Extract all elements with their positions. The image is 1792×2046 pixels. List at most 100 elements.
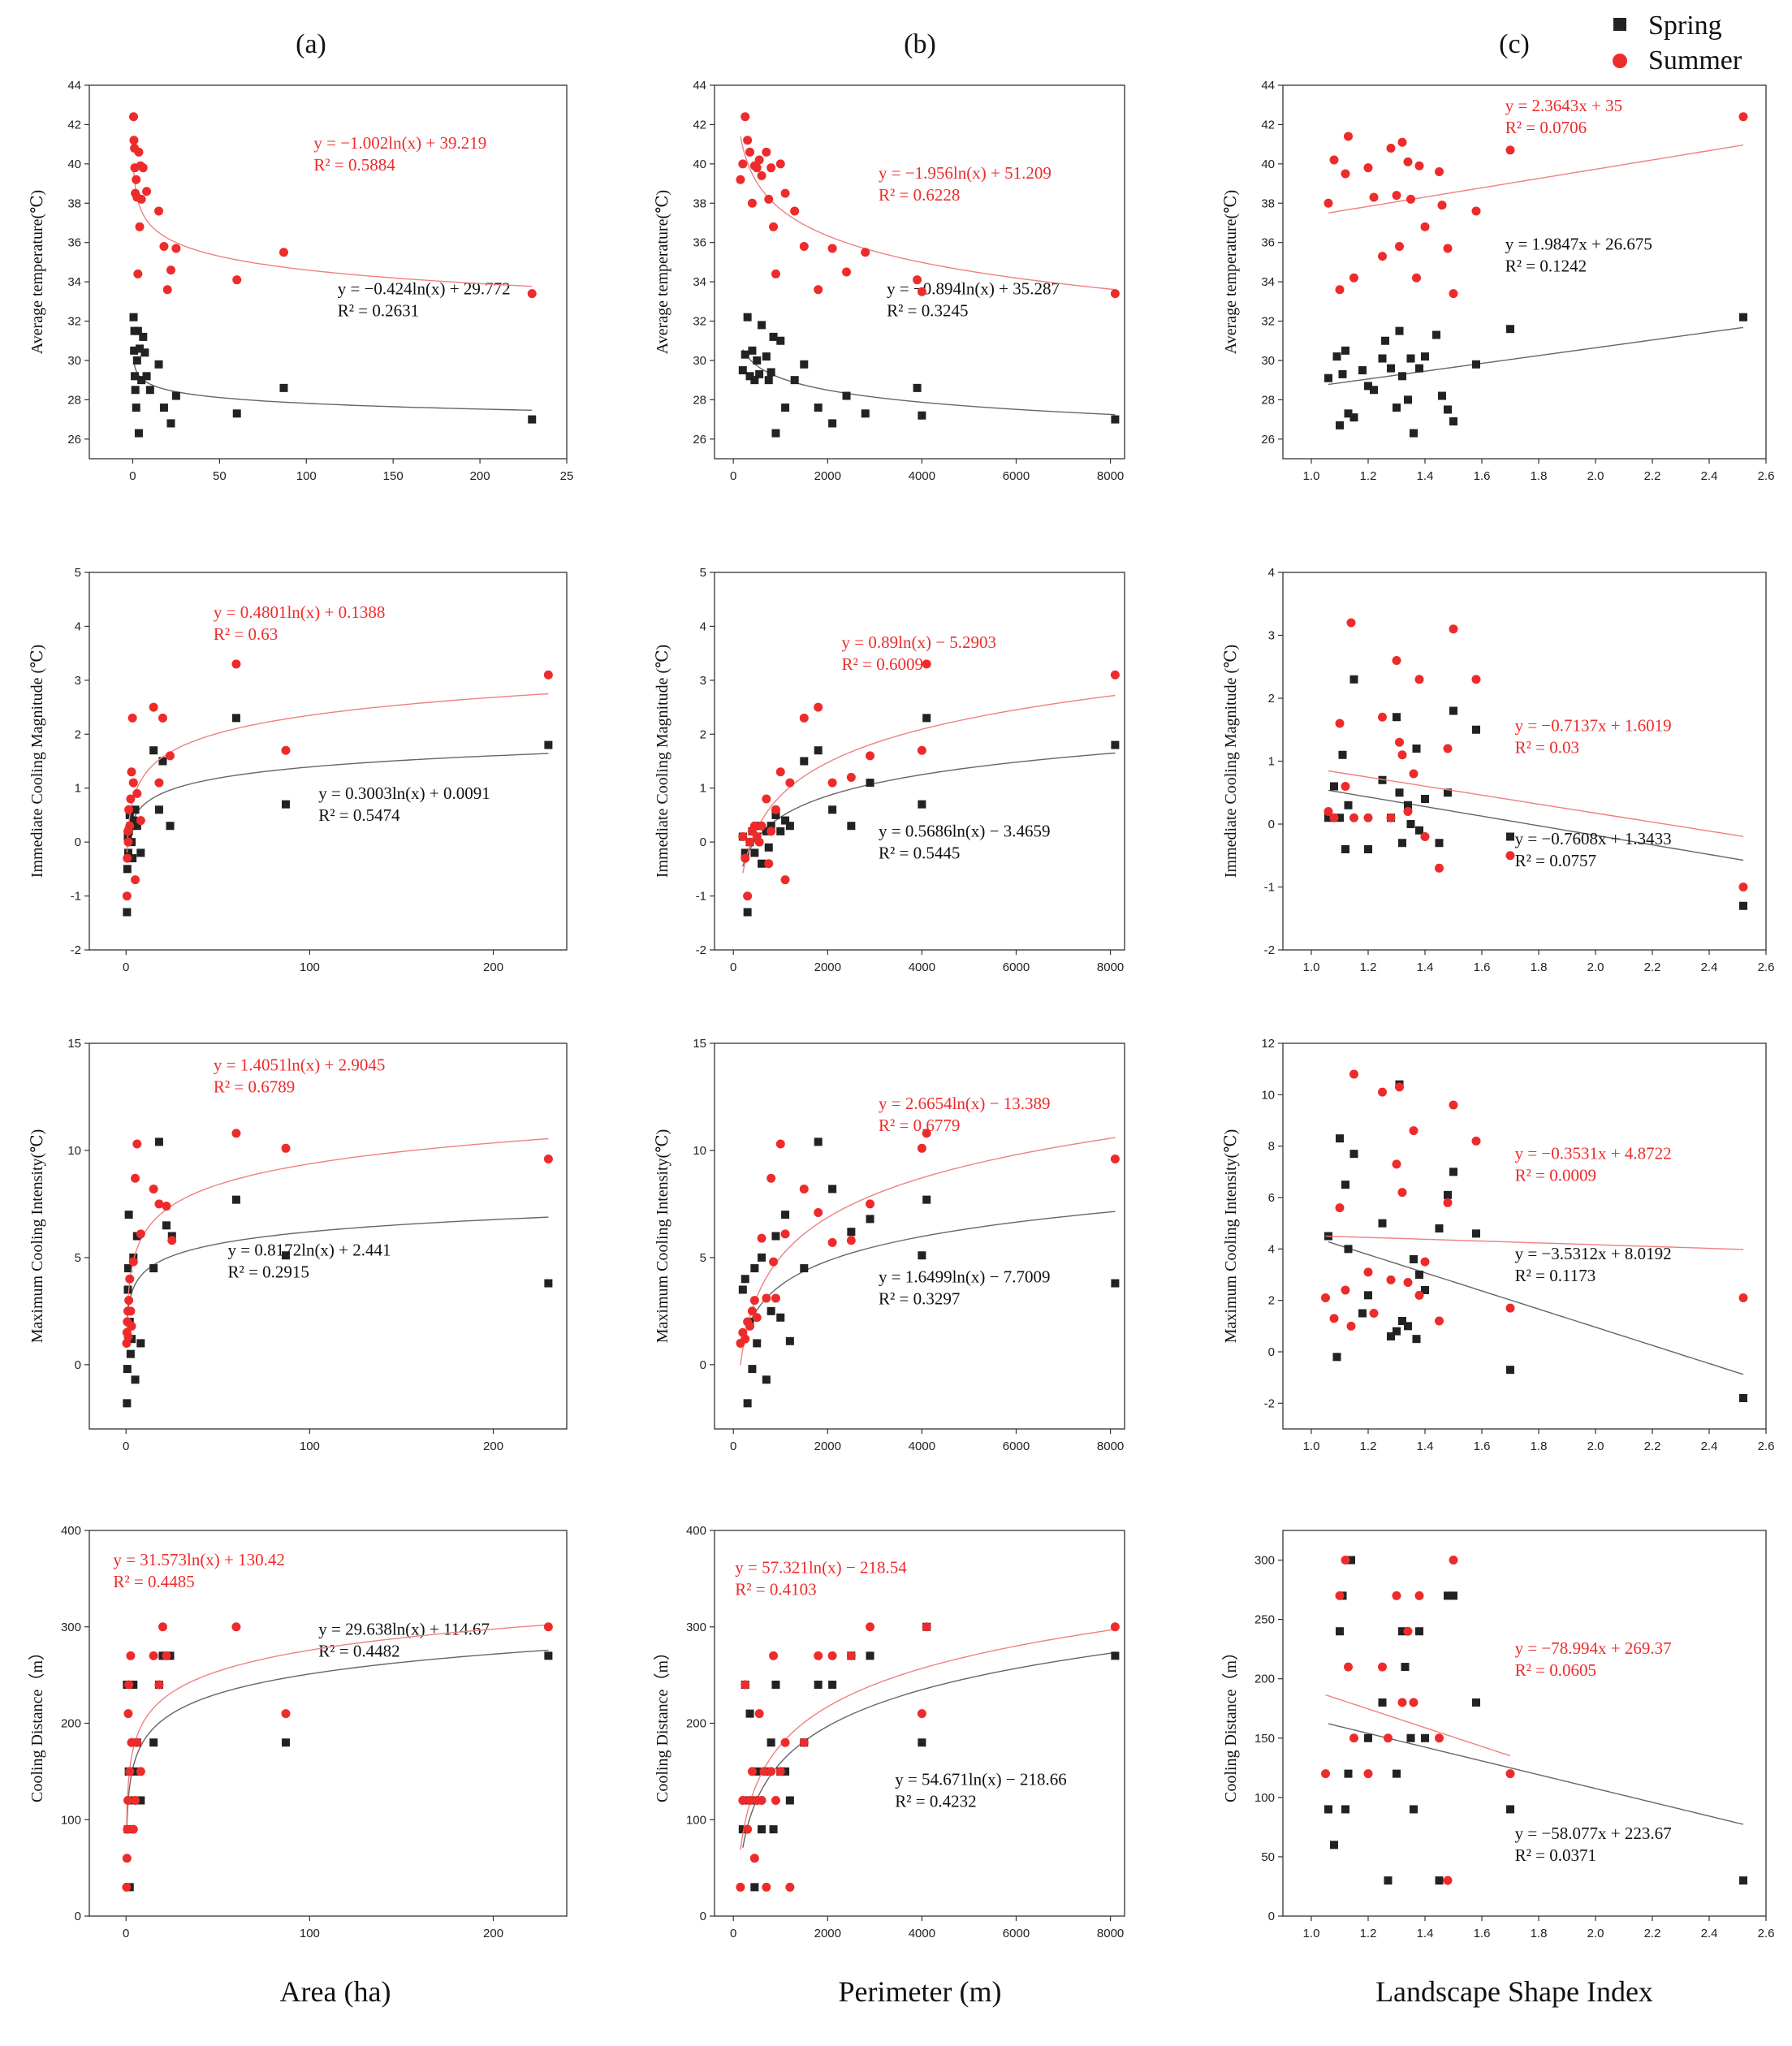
summer-point bbox=[757, 821, 766, 831]
spring-equation: y = −0.894ln(x) + 35.287 bbox=[887, 279, 1060, 299]
summer-point bbox=[799, 1184, 809, 1194]
spring-r2: R² = 0.5445 bbox=[879, 844, 960, 863]
spring-point bbox=[134, 429, 143, 438]
summer-point bbox=[127, 713, 137, 723]
summer-point bbox=[1110, 670, 1120, 680]
summer-point bbox=[128, 1824, 138, 1834]
spring-point bbox=[1444, 1190, 1452, 1199]
y-tick-label: 300 bbox=[686, 1621, 706, 1634]
spring-point bbox=[1324, 814, 1332, 822]
spring-point bbox=[132, 356, 141, 365]
summer-fit-line bbox=[740, 1629, 1116, 1850]
x-tick-label: 2.2 bbox=[1644, 960, 1661, 974]
spring-point bbox=[1384, 1876, 1393, 1885]
spring-point bbox=[166, 822, 175, 831]
spring-point bbox=[785, 822, 794, 831]
summer-fit-line bbox=[1328, 144, 1744, 214]
chart-r3c2: 1.0 1.2 1.4 1.6 1.8 2.0 2.2 2.4 2.6 0 50 100 150 200 2… bbox=[1221, 1530, 1774, 1940]
x-tick-label: 6000 bbox=[1003, 469, 1030, 483]
y-tick-label: 5 bbox=[700, 566, 706, 580]
summer-point bbox=[752, 163, 762, 173]
y-tick-label: -1 bbox=[1264, 881, 1275, 895]
spring-point bbox=[1330, 782, 1338, 791]
summer-point bbox=[1403, 157, 1413, 166]
spring-point bbox=[1406, 820, 1415, 828]
summer-point bbox=[527, 289, 537, 299]
y-tick-label: -1 bbox=[696, 890, 706, 904]
summer-r2: R² = 0.5884 bbox=[313, 155, 395, 175]
summer-fit-line bbox=[132, 165, 533, 287]
spring-point bbox=[748, 346, 757, 355]
spring-point bbox=[139, 332, 148, 341]
spring-point bbox=[281, 1738, 290, 1747]
summer-point bbox=[124, 1296, 134, 1306]
summer-point bbox=[1443, 744, 1453, 753]
x-tick-label: 1.8 bbox=[1531, 960, 1548, 974]
summer-point bbox=[1414, 161, 1424, 170]
summer-point bbox=[1443, 1198, 1453, 1207]
summer-point bbox=[131, 875, 140, 885]
y-tick-label: 2 bbox=[1268, 692, 1275, 706]
summer-point bbox=[1395, 1082, 1404, 1092]
summer-point bbox=[917, 1143, 926, 1153]
spring-point bbox=[1444, 1591, 1452, 1600]
spring-point bbox=[750, 376, 759, 385]
y-tick-label: 38 bbox=[1261, 196, 1275, 210]
x-tick-label: 1.8 bbox=[1531, 469, 1548, 483]
spring-point bbox=[131, 1375, 140, 1384]
spring-point bbox=[123, 908, 132, 917]
x-tick-label: 0 bbox=[129, 469, 136, 483]
summer-point bbox=[1323, 807, 1333, 816]
y-tick-label: 44 bbox=[67, 79, 81, 93]
y-tick-label: 28 bbox=[67, 393, 81, 407]
spring-equation: y = 29.638ln(x) + 114.67 bbox=[318, 1619, 490, 1638]
spring-equation: y = 0.5686ln(x) − 3.4659 bbox=[879, 822, 1051, 841]
spring-r2: R² = 0.3297 bbox=[879, 1289, 960, 1309]
summer-point bbox=[171, 244, 181, 253]
summer-point bbox=[917, 745, 926, 755]
y-tick-label: 32 bbox=[693, 315, 706, 329]
spring-point bbox=[1432, 330, 1440, 339]
summer-point bbox=[1378, 1087, 1387, 1097]
y-tick-label: 0 bbox=[700, 1358, 706, 1372]
spring-point bbox=[842, 391, 851, 400]
summer-point bbox=[790, 206, 800, 216]
summer-point bbox=[128, 1257, 138, 1267]
summer-point bbox=[1349, 813, 1358, 822]
spring-point bbox=[131, 1767, 140, 1776]
spring-point bbox=[136, 848, 145, 857]
y-tick-label: 40 bbox=[1261, 158, 1275, 171]
legend-summer-marker bbox=[1613, 54, 1627, 68]
summer-point bbox=[1414, 1591, 1424, 1600]
summer-point bbox=[741, 1334, 750, 1344]
x-tick-label: 1.2 bbox=[1360, 1927, 1377, 1940]
spring-point bbox=[828, 1681, 837, 1689]
summer-point bbox=[754, 1709, 764, 1719]
x-tick-label: 4000 bbox=[909, 469, 935, 483]
spring-point bbox=[231, 1195, 240, 1204]
x-tick-label: 100 bbox=[296, 469, 317, 483]
plot-frame bbox=[1282, 1042, 1767, 1430]
y-tick-label: 2 bbox=[75, 727, 81, 741]
spring-point bbox=[1111, 1651, 1120, 1660]
summer-point bbox=[1395, 737, 1404, 747]
spring-point bbox=[123, 1264, 132, 1273]
summer-point bbox=[1344, 1662, 1353, 1672]
spring-point bbox=[1341, 1805, 1349, 1814]
summer-r2: R² = 0.0605 bbox=[1515, 1660, 1596, 1680]
spring-r2: R² = 0.0371 bbox=[1515, 1845, 1596, 1865]
summer-point bbox=[861, 248, 870, 257]
x-tick-label: 8000 bbox=[1097, 469, 1124, 483]
summer-point bbox=[780, 188, 790, 198]
spring-fit-line bbox=[126, 1216, 549, 1325]
summer-point bbox=[1329, 813, 1339, 822]
summer-point bbox=[846, 772, 856, 782]
spring-point bbox=[814, 746, 823, 755]
spring-point bbox=[918, 1251, 926, 1260]
spring-point bbox=[281, 1251, 290, 1260]
summer-point bbox=[741, 853, 750, 863]
summer-point bbox=[132, 175, 141, 184]
y-axis-label: Maximum Cooling Intensity(℃) bbox=[654, 1129, 671, 1343]
summer-fit-line bbox=[1325, 1235, 1744, 1250]
spring-point bbox=[1111, 415, 1120, 424]
